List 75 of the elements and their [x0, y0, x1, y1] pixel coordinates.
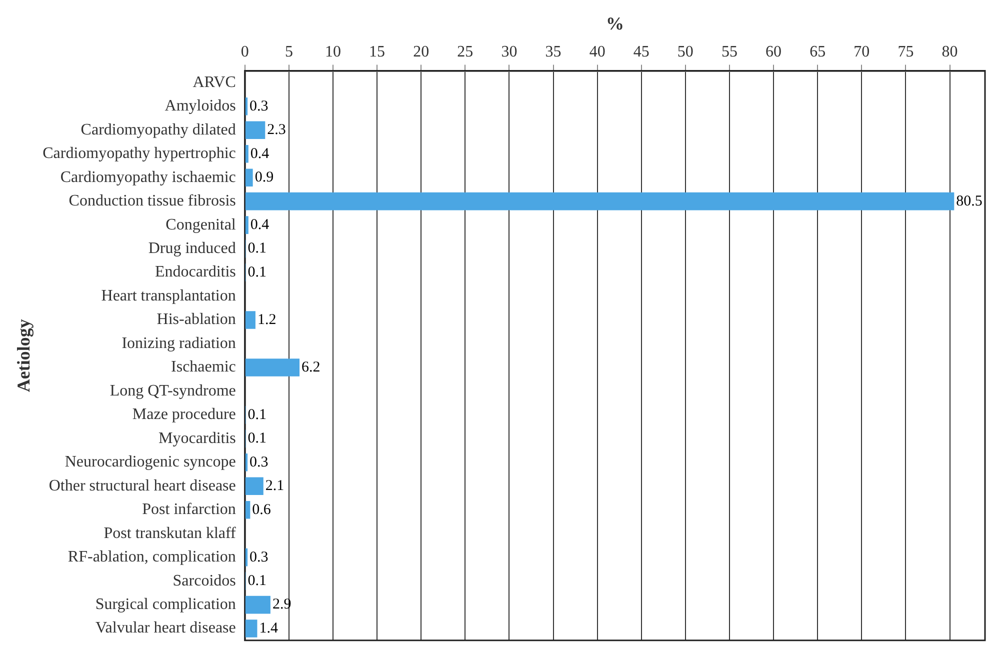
- x-tick-label: 65: [810, 43, 826, 60]
- y-tick-label: Maze procedure: [132, 406, 236, 424]
- data-label: 0.3: [250, 549, 268, 566]
- y-tick-label: Post transkutan klaff: [104, 524, 237, 542]
- bar: [245, 98, 248, 116]
- y-tick-label: Post infarction: [142, 501, 236, 518]
- x-tick-label: 0: [240, 43, 249, 60]
- data-label: 0.9: [254, 170, 274, 186]
- data-label: 0.1: [248, 264, 267, 280]
- y-tick-label: Cardiomyopathy ischaemic: [60, 168, 236, 186]
- y-tick-label: Cardiomyopathy dilated: [80, 121, 236, 138]
- data-label: 0.1: [248, 573, 267, 590]
- bar: [245, 144, 248, 163]
- y-axis-title: Aetiology: [13, 319, 34, 392]
- x-tick-label: 25: [457, 43, 474, 60]
- data-label: 0.4: [250, 217, 270, 234]
- y-tick-label: Long QT-syndrome: [110, 382, 236, 400]
- y-tick-label: Ionizing radiation: [122, 334, 236, 352]
- bar: [245, 192, 954, 210]
- y-tick-label: Myocarditis: [158, 430, 236, 447]
- bar: [245, 311, 256, 329]
- data-label: 0.3: [250, 98, 268, 114]
- bar: [245, 500, 250, 519]
- y-tick-label: Sarcoidos: [172, 572, 236, 590]
- y-tick-label: His-ablation: [156, 311, 236, 328]
- y-tick-label: Conduction tissue fibrosis: [68, 192, 236, 210]
- data-label: 0.6: [252, 502, 272, 518]
- x-tick-label: 75: [898, 43, 914, 60]
- data-label: 80.5: [956, 193, 982, 210]
- x-tick-label: 70: [854, 43, 870, 60]
- y-tick-label: Neurocardiogenic syncope: [64, 454, 236, 471]
- data-label: 0.3: [250, 454, 268, 470]
- y-tick-label: Other structural heart disease: [48, 477, 236, 494]
- data-label: 0.1: [248, 430, 267, 447]
- data-label: 0.4: [250, 146, 270, 162]
- x-axis-title: %: [606, 13, 624, 34]
- bar: [245, 548, 248, 566]
- data-label: 6.2: [302, 359, 320, 376]
- data-label: 1.4: [259, 620, 278, 636]
- x-tick-label: 80: [942, 43, 958, 60]
- x-tick-label: 40: [589, 43, 606, 60]
- data-label: 0.1: [248, 406, 267, 423]
- data-label: 1.2: [257, 312, 276, 328]
- bar: [245, 596, 270, 614]
- x-tick-label: 20: [413, 43, 430, 60]
- x-tick-label: 50: [677, 43, 694, 60]
- y-tick-label: Drug induced: [148, 240, 236, 258]
- bar: [245, 454, 248, 472]
- y-tick-label: Amyloidos: [164, 98, 236, 115]
- data-label: 2.3: [267, 122, 286, 138]
- x-tick-label: 5: [284, 43, 293, 60]
- bar: [245, 168, 253, 186]
- x-tick-label: 10: [324, 43, 341, 60]
- x-tick-label: 15: [369, 43, 386, 60]
- data-label: 0.1: [248, 240, 267, 257]
- bar: [245, 216, 248, 234]
- x-tick-label: 55: [721, 43, 738, 60]
- y-tick-label: ARVC: [192, 74, 236, 91]
- y-tick-label: RF-ablation, complication: [68, 548, 236, 566]
- x-tick-label: 30: [501, 43, 518, 60]
- y-tick-label: Ischaemic: [171, 358, 236, 376]
- x-tick-label: 45: [633, 43, 650, 60]
- y-tick-label: Heart transplantation: [101, 287, 236, 304]
- y-tick-label: Congenital: [166, 216, 236, 234]
- y-tick-label: Endocarditis: [155, 264, 236, 281]
- x-tick-label: 35: [545, 43, 562, 60]
- data-label: 2.1: [265, 478, 284, 494]
- bar: [245, 358, 300, 376]
- y-tick-label: Valvular heart disease: [96, 620, 236, 637]
- bar: [245, 477, 264, 496]
- bar: [245, 121, 266, 140]
- bar: [245, 620, 258, 638]
- y-tick-label: Cardiomyopathy hypertrophic: [42, 145, 236, 162]
- y-tick-label: Surgical complication: [95, 596, 236, 614]
- x-tick-label: 60: [766, 43, 782, 60]
